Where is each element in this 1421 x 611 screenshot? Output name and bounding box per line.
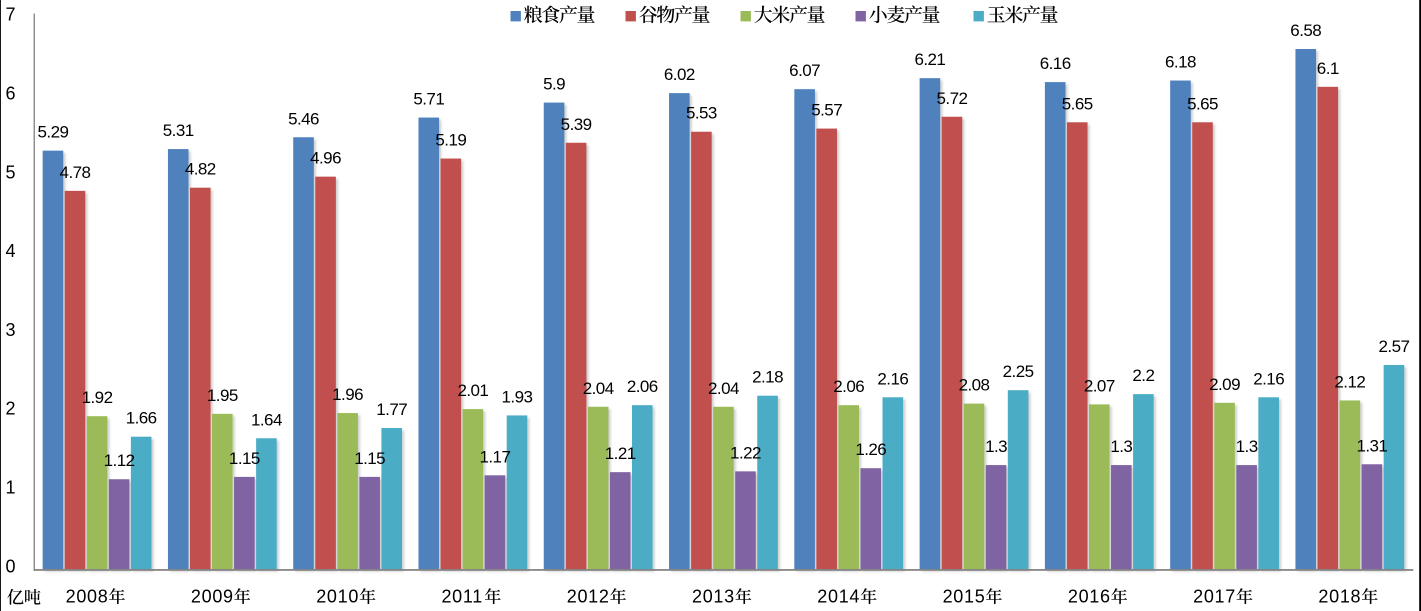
svg-text:2.04: 2.04 [708, 379, 739, 398]
svg-text:5: 5 [5, 162, 15, 182]
svg-text:2.06: 2.06 [627, 377, 658, 396]
svg-text:2014: 2014 [817, 587, 860, 607]
svg-text:1.3: 1.3 [1110, 437, 1132, 456]
svg-text:2017: 2017 [1193, 587, 1236, 607]
svg-text:5.72: 5.72 [937, 89, 968, 108]
svg-text:2.2: 2.2 [1132, 366, 1154, 385]
svg-text:2012: 2012 [567, 587, 610, 607]
svg-text:3: 3 [5, 320, 15, 340]
svg-text:6.07: 6.07 [789, 61, 820, 80]
svg-text:4.78: 4.78 [60, 163, 91, 182]
svg-text:1.66: 1.66 [126, 409, 157, 428]
svg-text:6.18: 6.18 [1165, 53, 1196, 72]
svg-text:5.46: 5.46 [288, 109, 319, 128]
svg-text:2.01: 2.01 [457, 381, 488, 400]
svg-text:1.31: 1.31 [1356, 436, 1387, 455]
svg-text:6.1: 6.1 [1317, 59, 1339, 78]
svg-text:1.15: 1.15 [354, 449, 385, 468]
svg-text:2.08: 2.08 [959, 376, 990, 395]
svg-text:2.12: 2.12 [1334, 372, 1365, 391]
svg-text:1.93: 1.93 [502, 387, 533, 406]
svg-text:2: 2 [5, 399, 15, 419]
svg-text:5.39: 5.39 [561, 115, 592, 134]
svg-text:5.65: 5.65 [1062, 94, 1093, 113]
svg-text:2.57: 2.57 [1379, 337, 1410, 356]
svg-text:1.96: 1.96 [332, 385, 363, 404]
svg-text:1.3: 1.3 [985, 437, 1007, 456]
svg-text:1.64: 1.64 [251, 410, 282, 429]
svg-text:1.21: 1.21 [605, 444, 636, 463]
svg-text:1.92: 1.92 [82, 388, 113, 407]
svg-text:2.18: 2.18 [752, 368, 783, 387]
svg-text:2016: 2016 [1068, 587, 1111, 607]
svg-text:1.12: 1.12 [104, 451, 135, 470]
svg-text:2011: 2011 [441, 587, 483, 607]
svg-text:2018: 2018 [1318, 587, 1361, 607]
svg-text:2.07: 2.07 [1084, 376, 1115, 395]
svg-text:4: 4 [5, 241, 15, 261]
svg-text:5.31: 5.31 [163, 121, 194, 140]
svg-text:1.17: 1.17 [479, 447, 510, 466]
svg-text:2.04: 2.04 [583, 379, 614, 398]
svg-text:5.71: 5.71 [413, 90, 444, 109]
svg-text:5.29: 5.29 [38, 123, 69, 142]
svg-text:5.9: 5.9 [543, 75, 565, 94]
svg-text:6.21: 6.21 [914, 50, 945, 69]
svg-text:2010: 2010 [316, 587, 359, 607]
svg-text:4.96: 4.96 [310, 149, 341, 168]
svg-text:1.95: 1.95 [207, 386, 238, 405]
svg-text:2.06: 2.06 [833, 377, 864, 396]
svg-text:4.82: 4.82 [185, 160, 216, 179]
svg-text:2009: 2009 [191, 587, 234, 607]
svg-text:2015: 2015 [943, 587, 986, 607]
svg-text:2.16: 2.16 [1253, 369, 1284, 388]
svg-text:1: 1 [5, 478, 15, 498]
svg-text:2008: 2008 [66, 587, 109, 607]
svg-text:2.09: 2.09 [1209, 375, 1240, 394]
svg-text:2013: 2013 [692, 587, 735, 607]
svg-text:6.58: 6.58 [1290, 21, 1321, 40]
svg-text:1.26: 1.26 [855, 440, 886, 459]
svg-text:1.77: 1.77 [376, 400, 407, 419]
svg-text:6.16: 6.16 [1040, 54, 1071, 73]
svg-text:7: 7 [5, 5, 15, 25]
svg-text:1.22: 1.22 [730, 443, 761, 462]
svg-text:6.02: 6.02 [664, 65, 695, 84]
svg-text:0: 0 [5, 556, 15, 576]
svg-text:5.19: 5.19 [435, 131, 466, 150]
svg-text:5.65: 5.65 [1187, 94, 1218, 113]
svg-text:1.3: 1.3 [1236, 437, 1258, 456]
svg-text:6: 6 [5, 84, 15, 104]
svg-text:5.53: 5.53 [686, 104, 717, 123]
svg-text:2.25: 2.25 [1003, 362, 1034, 381]
svg-text:5.57: 5.57 [811, 101, 842, 120]
svg-text:1.15: 1.15 [229, 449, 260, 468]
svg-text:2.16: 2.16 [877, 369, 908, 388]
